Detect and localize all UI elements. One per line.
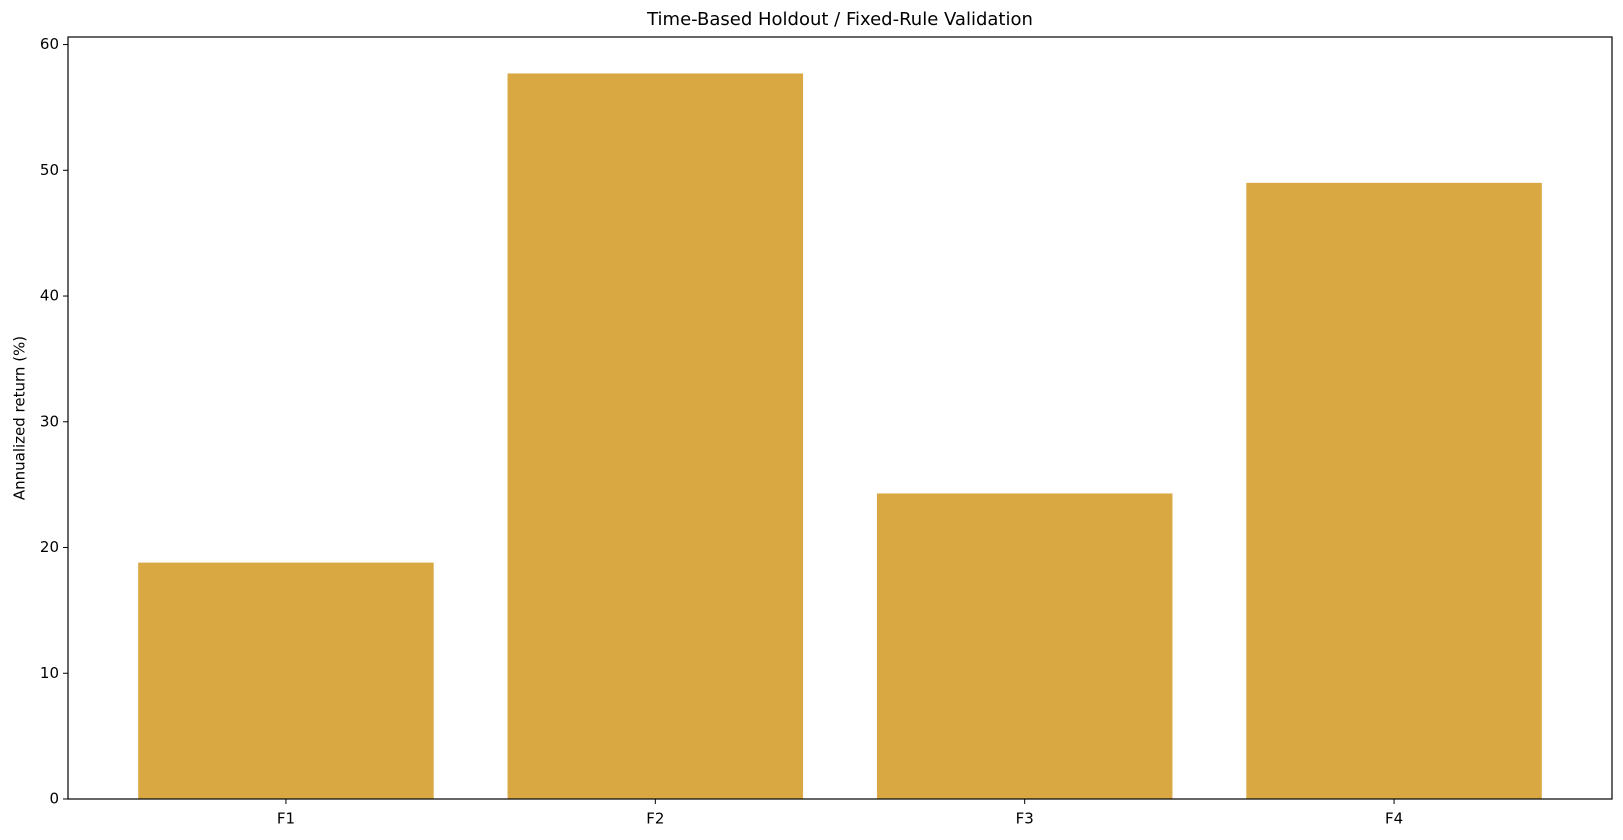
chart-title: Time-Based Holdout / Fixed-Rule Validati…: [646, 9, 1033, 30]
y-tick-label: 50: [40, 161, 59, 179]
bar: [138, 562, 434, 799]
y-tick-label: 20: [40, 538, 59, 556]
x-tick-label: F3: [1016, 810, 1034, 828]
y-tick-label: 60: [40, 35, 59, 53]
x-tick-label: F1: [277, 810, 295, 828]
y-tick-label: 0: [49, 790, 59, 808]
x-tick-label: F2: [646, 810, 664, 828]
y-tick-label: 40: [40, 287, 59, 305]
x-tick-label: F4: [1385, 810, 1403, 828]
plot-frame: [67, 36, 1613, 800]
bar: [876, 493, 1173, 799]
bar: [507, 73, 804, 800]
bar: [1246, 182, 1542, 799]
y-axis-label: Annualized return (%): [11, 336, 29, 500]
y-tick-label: 30: [40, 412, 59, 430]
y-tick-label: 10: [40, 664, 59, 682]
